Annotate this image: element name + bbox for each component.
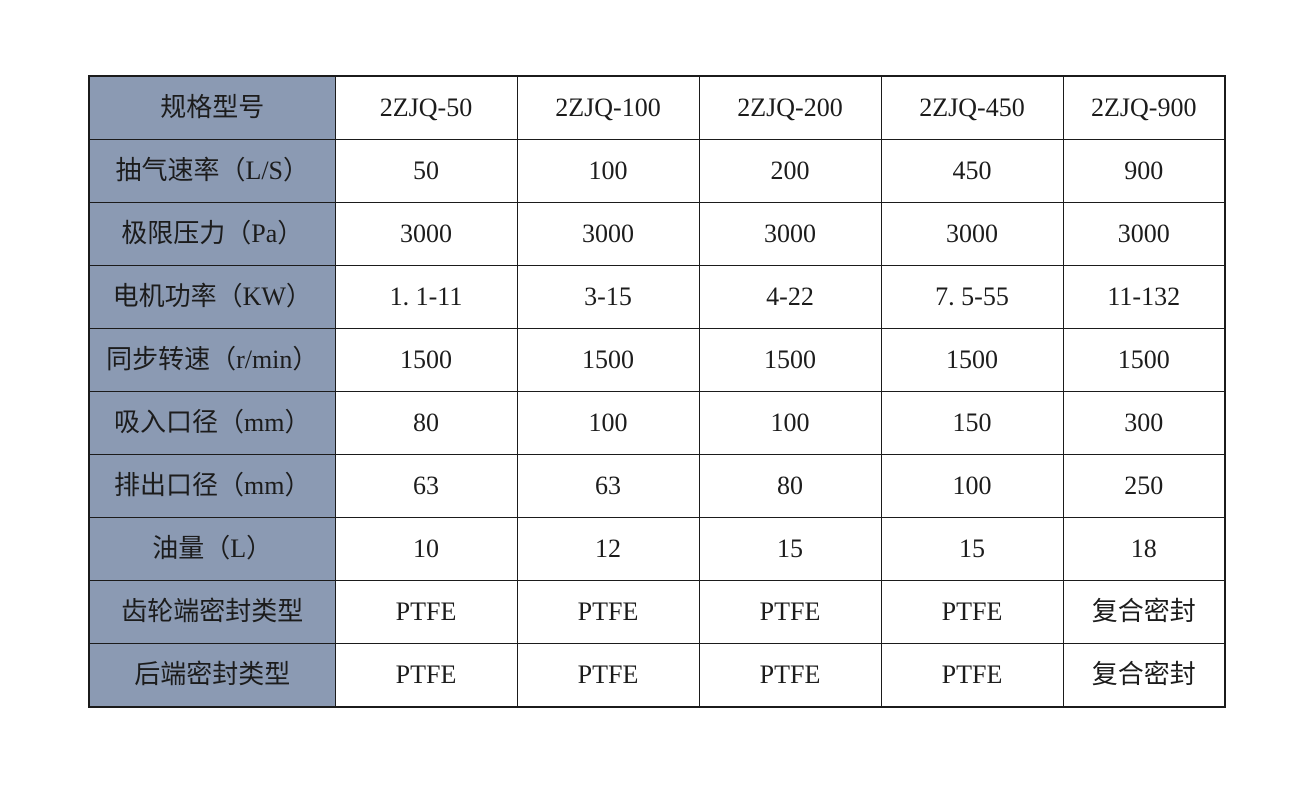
table-row: 排出口径（mm） 63 63 80 100 250 — [88, 454, 1226, 518]
spec-value: 1500 — [880, 328, 1064, 392]
spec-value: 50 — [334, 139, 518, 203]
row-label: 后端密封类型 — [88, 643, 336, 708]
spec-value: 1500 — [516, 328, 700, 392]
spec-value: 15 — [880, 517, 1064, 581]
spec-value: 80 — [334, 391, 518, 455]
spec-value: 复合密封 — [1062, 580, 1226, 644]
spec-value: PTFE — [516, 580, 700, 644]
table-row: 吸入口径（mm） 80 100 100 150 300 — [88, 391, 1226, 455]
spec-value: 900 — [1062, 139, 1226, 203]
table-row: 油量（L） 10 12 15 15 18 — [88, 517, 1226, 581]
spec-value: 3000 — [1062, 202, 1226, 266]
spec-value: 1. 1-11 — [334, 265, 518, 329]
spec-value: 3000 — [698, 202, 882, 266]
spec-value: PTFE — [334, 643, 518, 708]
spec-value: PTFE — [880, 580, 1064, 644]
table-row: 电机功率（KW） 1. 1-11 3-15 4-22 7. 5-55 11-13… — [88, 265, 1226, 329]
spec-value: 450 — [880, 139, 1064, 203]
row-label: 油量（L） — [88, 517, 336, 581]
model-header: 2ZJQ-450 — [880, 75, 1064, 140]
spec-value: PTFE — [334, 580, 518, 644]
spec-value: 300 — [1062, 391, 1226, 455]
spec-value: PTFE — [880, 643, 1064, 708]
spec-value: 80 — [698, 454, 882, 518]
table-row: 齿轮端密封类型 PTFE PTFE PTFE PTFE 复合密封 — [88, 580, 1226, 644]
table-row: 同步转速（r/min） 1500 1500 1500 1500 1500 — [88, 328, 1226, 392]
spec-value: 1500 — [334, 328, 518, 392]
row-label: 同步转速（r/min） — [88, 328, 336, 392]
table-row: 后端密封类型 PTFE PTFE PTFE PTFE 复合密封 — [88, 643, 1226, 708]
spec-value: PTFE — [698, 643, 882, 708]
model-header: 2ZJQ-200 — [698, 75, 882, 140]
table-row: 极限压力（Pa） 3000 3000 3000 3000 3000 — [88, 202, 1226, 266]
spec-value: 3-15 — [516, 265, 700, 329]
spec-value: 11-132 — [1062, 265, 1226, 329]
spec-value: 100 — [880, 454, 1064, 518]
row-label: 吸入口径（mm） — [88, 391, 336, 455]
spec-value: 7. 5-55 — [880, 265, 1064, 329]
spec-value: 12 — [516, 517, 700, 581]
spec-value: 63 — [334, 454, 518, 518]
spec-value: 4-22 — [698, 265, 882, 329]
row-label: 齿轮端密封类型 — [88, 580, 336, 644]
model-header: 2ZJQ-50 — [334, 75, 518, 140]
spec-table: 规格型号 2ZJQ-50 2ZJQ-100 2ZJQ-200 2ZJQ-450 … — [88, 75, 1226, 708]
spec-value: 3000 — [880, 202, 1064, 266]
spec-value: 15 — [698, 517, 882, 581]
spec-value: 150 — [880, 391, 1064, 455]
corner-label: 规格型号 — [88, 75, 336, 140]
spec-value: 100 — [516, 391, 700, 455]
spec-value: PTFE — [516, 643, 700, 708]
spec-value: 3000 — [334, 202, 518, 266]
spec-value: 250 — [1062, 454, 1226, 518]
model-header: 2ZJQ-900 — [1062, 75, 1226, 140]
table-header-row: 规格型号 2ZJQ-50 2ZJQ-100 2ZJQ-200 2ZJQ-450 … — [88, 75, 1226, 140]
spec-value: 3000 — [516, 202, 700, 266]
row-label: 电机功率（KW） — [88, 265, 336, 329]
spec-value: 18 — [1062, 517, 1226, 581]
spec-value: 100 — [698, 391, 882, 455]
spec-value: PTFE — [698, 580, 882, 644]
spec-value: 200 — [698, 139, 882, 203]
spec-value: 63 — [516, 454, 700, 518]
table-row: 抽气速率（L/S） 50 100 200 450 900 — [88, 139, 1226, 203]
row-label: 抽气速率（L/S） — [88, 139, 336, 203]
model-header: 2ZJQ-100 — [516, 75, 700, 140]
spec-value: 100 — [516, 139, 700, 203]
spec-value: 10 — [334, 517, 518, 581]
spec-value: 1500 — [698, 328, 882, 392]
row-label: 排出口径（mm） — [88, 454, 336, 518]
row-label: 极限压力（Pa） — [88, 202, 336, 266]
spec-value: 1500 — [1062, 328, 1226, 392]
spec-value: 复合密封 — [1062, 643, 1226, 708]
